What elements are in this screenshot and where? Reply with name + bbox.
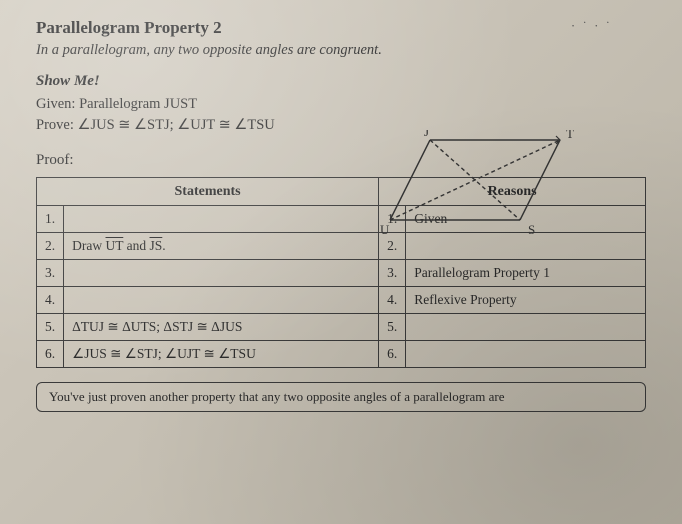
reason-cell: Parallelogram Property 1 xyxy=(406,260,646,287)
statement-number: 3. xyxy=(37,260,64,287)
table-row: 6.∠JUS ≅ ∠STJ; ∠UJT ≅ ∠TSU6. xyxy=(37,341,646,368)
statement-number: 6. xyxy=(37,341,64,368)
statements-header: Statements xyxy=(37,178,379,206)
reason-number: 3. xyxy=(379,260,406,287)
reason-number: 6. xyxy=(379,341,406,368)
footer-callout: You've just proven another property that… xyxy=(36,382,646,412)
reason-cell: Reflexive Property xyxy=(406,287,646,314)
svg-text:S: S xyxy=(528,222,535,237)
table-row: 4.4.Reflexive Property xyxy=(37,287,646,314)
statement-number: 4. xyxy=(37,287,64,314)
reason-number: 4. xyxy=(379,287,406,314)
statement-number: 5. xyxy=(37,314,64,341)
prove-text: ∠JUS ≅ ∠STJ; ∠UJT ≅ ∠TSU xyxy=(77,117,274,133)
footer-text: You've just proven another property that… xyxy=(49,389,505,404)
svg-text:U: U xyxy=(380,222,390,237)
svg-text:T: T xyxy=(566,130,574,141)
table-row: 5.ΔTUJ ≅ ΔUTS; ΔSTJ ≅ ΔJUS5. xyxy=(37,314,646,341)
given-text: Parallelogram JUST xyxy=(79,96,197,112)
svg-text:J: J xyxy=(424,130,429,139)
reason-cell xyxy=(406,341,646,368)
parallelogram-diagram: J T S U xyxy=(360,130,580,240)
statement-cell xyxy=(64,287,379,314)
section-subtitle: In a parallelogram, any two opposite ang… xyxy=(36,42,646,59)
reason-number: 5. xyxy=(379,314,406,341)
statement-number: 1. xyxy=(37,206,64,233)
reason-cell xyxy=(406,314,646,341)
section-title: Parallelogram Property 2 xyxy=(36,18,646,38)
statement-cell xyxy=(64,260,379,287)
statement-cell: Draw UT and JS. xyxy=(64,233,379,260)
given-label: Given: xyxy=(36,96,75,112)
statement-cell: ∠JUS ≅ ∠STJ; ∠UJT ≅ ∠TSU xyxy=(64,341,379,368)
prove-label: Prove: xyxy=(36,117,74,133)
show-me-heading: Show Me! xyxy=(36,73,646,90)
table-row: 3.3.Parallelogram Property 1 xyxy=(37,260,646,287)
diagram-svg: J T S U xyxy=(360,130,580,240)
statement-cell xyxy=(64,206,379,233)
corner-marks: · ˙ · ˙ xyxy=(571,18,612,34)
given-line: Given: Parallelogram JUST xyxy=(36,96,646,113)
statement-cell: ΔTUJ ≅ ΔUTS; ΔSTJ ≅ ΔJUS xyxy=(64,314,379,341)
statement-number: 2. xyxy=(37,233,64,260)
